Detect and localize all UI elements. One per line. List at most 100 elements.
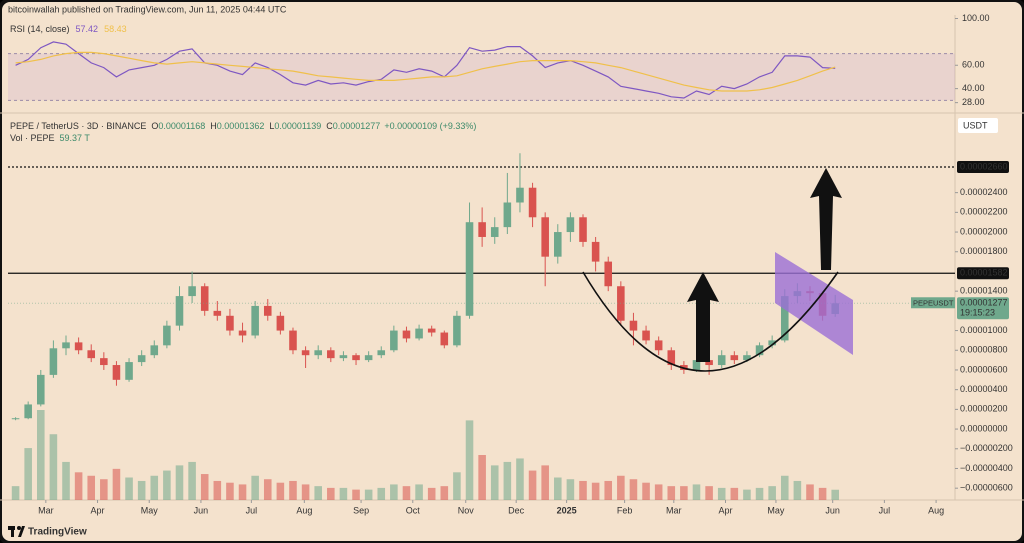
- volume-bar: [743, 489, 751, 500]
- volume-bar: [831, 489, 839, 500]
- brand: TradingView: [8, 526, 87, 538]
- candle-body: [100, 358, 108, 366]
- candle-body: [604, 261, 613, 287]
- last-price-symbol-box: [911, 297, 955, 309]
- volume-bar: [163, 470, 171, 500]
- volume-bar: [793, 480, 802, 500]
- candle-body: [390, 330, 398, 351]
- time-tick-label: Apr: [91, 505, 105, 515]
- time-tick-label: Jun: [825, 505, 840, 515]
- volume-bar: [37, 410, 45, 500]
- published-note: bitcoinwallah published on TradingView.c…: [8, 4, 287, 14]
- price-tick-label: 0.00000600: [960, 364, 1008, 374]
- time-tick-label: Mar: [38, 505, 54, 515]
- candle-body: [112, 365, 121, 380]
- volume-bar: [554, 477, 562, 500]
- price-tick-label: 0.00002400: [960, 187, 1008, 197]
- volume-bar: [352, 489, 360, 500]
- volume-bar: [74, 472, 83, 500]
- volume-bar: [642, 482, 650, 500]
- rsi-tick-label: 100.00: [962, 13, 990, 23]
- volume-bar: [579, 480, 587, 500]
- time-tick-label: Apr: [718, 505, 732, 515]
- candle-body: [402, 330, 411, 339]
- price-tick-label: 0.00002200: [960, 207, 1008, 217]
- arrow-up: [810, 168, 842, 270]
- volume-bar: [717, 487, 726, 500]
- volume-bar: [818, 487, 827, 500]
- candle-body: [352, 355, 360, 361]
- volume-bar: [490, 465, 499, 500]
- rsi-pane: 100.00 60.00 40.00 28.00 RSI (14, close) 57.4…: [8, 13, 990, 107]
- volume-bar: [755, 487, 764, 500]
- volume-bar: [453, 472, 461, 500]
- candle-body: [226, 315, 234, 331]
- candle-body: [150, 345, 159, 356]
- logo: [18, 526, 25, 537]
- logo: [11, 526, 14, 537]
- candle-body: [49, 348, 58, 375]
- candle-body: [465, 222, 474, 316]
- candle-body: [566, 217, 575, 233]
- last-price-symbol: PEPEUSDT: [913, 298, 954, 307]
- candle-body: [200, 286, 209, 311]
- volume-bar: [604, 480, 613, 500]
- level-label-box: [957, 267, 1009, 280]
- volume-bar: [125, 477, 133, 500]
- ohlc-legend: PEPE / TetherUS · 3D · BINANCE O0.0000116…: [10, 121, 476, 131]
- candle-body: [301, 350, 310, 356]
- legend-text: Vol · PEPE: [10, 133, 55, 143]
- candle-body: [768, 340, 776, 346]
- price-tick-label: −0.00000400: [960, 463, 1013, 473]
- candle-body: [453, 315, 461, 346]
- candle-body: [87, 350, 96, 359]
- volume-bar: [629, 479, 638, 500]
- drawings: [582, 168, 853, 372]
- candle-body: [238, 330, 247, 336]
- time-tick-label: May: [141, 505, 159, 515]
- rsi-tick-label: 28.00: [962, 97, 985, 107]
- currency-box: [958, 118, 998, 133]
- price-tick-label: 0.00001000: [960, 325, 1008, 335]
- volume-bar: [200, 474, 209, 500]
- candle-body: [11, 418, 20, 420]
- volume-bar: [566, 479, 575, 500]
- rsi-line: [15, 51, 836, 92]
- volume-bar: [768, 486, 776, 500]
- candle-body: [654, 340, 663, 351]
- volume-bar: [213, 480, 222, 500]
- candle-body: [490, 227, 499, 237]
- candle-body: [251, 305, 259, 336]
- time-tick-label: Feb: [617, 505, 633, 515]
- candle-body: [705, 360, 713, 366]
- volume-bar: [175, 465, 184, 500]
- volume-bar: [226, 482, 234, 500]
- legend-text: 59.37 T: [60, 133, 91, 143]
- candle-body: [528, 187, 537, 218]
- volume-bar: [780, 475, 789, 500]
- candle-body: [579, 217, 587, 242]
- price-tick-label: 0.00001800: [960, 246, 1008, 256]
- candle-body: [692, 360, 701, 370]
- candle-body: [755, 345, 764, 356]
- volume-bar: [730, 487, 739, 500]
- legend-text: 57.42: [76, 24, 99, 34]
- candle-body: [263, 305, 272, 316]
- volume-bar: [289, 480, 297, 500]
- volume-bar: [591, 482, 600, 500]
- candle-body: [276, 315, 285, 331]
- volume-bar: [188, 461, 196, 500]
- candle-body: [427, 328, 436, 333]
- volume-legend: Vol · PEPE 59.37 T: [10, 133, 90, 143]
- legend-text: 58.43: [104, 24, 127, 34]
- candle-body: [188, 286, 196, 297]
- candle-body: [743, 355, 751, 361]
- volume-bar: [427, 487, 436, 500]
- legend-text: 0.00001362: [217, 121, 265, 131]
- candle-body: [415, 328, 423, 339]
- candle-body: [541, 217, 549, 257]
- legend-text: 0.00001277: [333, 121, 381, 131]
- time-tick-label: Jun: [194, 505, 209, 515]
- candle-body: [289, 330, 297, 351]
